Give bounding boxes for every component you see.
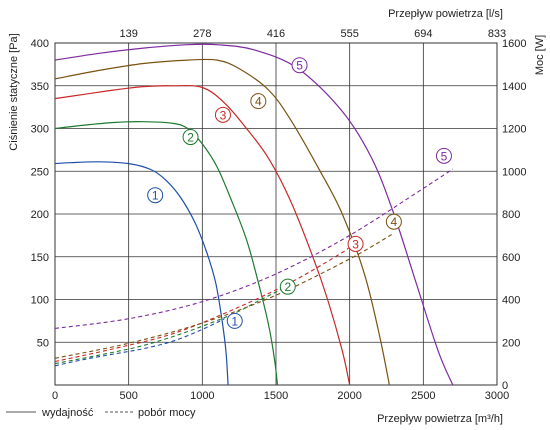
y2-tick-label: 0 [502, 380, 508, 392]
legend-dashed-label: pobór mocy [138, 407, 196, 419]
legend: wydajność pobór mocy [6, 407, 196, 419]
curve-label-text: 1 [152, 189, 159, 203]
y2-tick-label: 1200 [502, 124, 526, 136]
series-layer [54, 43, 454, 386]
x2-tick-label: 139 [119, 28, 137, 40]
legend-solid-label: wydajność [41, 407, 94, 419]
pressure-curve-2 [54, 121, 279, 386]
curve-label-text: 1 [231, 314, 238, 328]
curve-label-text: 4 [391, 215, 398, 229]
pressure-curve-label-2: 2 [182, 129, 199, 146]
y2-tick-label: 400 [502, 295, 520, 307]
curve-label-circle [435, 147, 452, 164]
curve-label-text: 3 [220, 108, 227, 122]
power-curve-4 [54, 232, 395, 359]
curve-label-text: 3 [352, 237, 359, 251]
curve-label-circle [385, 213, 402, 230]
curve-label-circle [291, 57, 308, 74]
curve-label-circle [250, 93, 267, 110]
curve-label-circle [182, 129, 199, 146]
curve-label-circle [147, 187, 164, 204]
y2-tick-label: 800 [502, 209, 520, 221]
pressure-curve-label-4: 4 [250, 93, 267, 110]
x-tick-label: 2000 [337, 390, 361, 402]
curve-label-circle [226, 312, 243, 329]
y-axis-title: Ciśnienie statyczne [Pa] [8, 33, 20, 150]
curve-label-circle [214, 106, 231, 123]
pressure-curve-4 [54, 58, 390, 386]
power-curve-label-1: 1 [226, 312, 243, 329]
pressure-curve-3 [54, 85, 351, 386]
power-curve-label-3: 3 [347, 235, 364, 252]
x2-axis-ticks: 139 278 416 555 694 833 [119, 28, 506, 40]
x-tick-label: 3000 [485, 390, 509, 402]
y-tick-label: 50 [37, 337, 49, 349]
power-curve-2 [54, 284, 291, 365]
x-tick-label: 0 [52, 390, 58, 402]
curve-labels: 1 1 2 2 3 3 4 4 5 5 [147, 57, 452, 329]
x2-tick-label: 833 [488, 28, 506, 40]
curve-label-text: 4 [255, 95, 262, 109]
y2-tick-label: 600 [502, 252, 520, 264]
y2-tick-label: 1000 [502, 166, 526, 178]
x-tick-label: 1000 [190, 390, 214, 402]
y-tick-label: 300 [31, 124, 49, 136]
y2-axis-ticks: 0 200 400 600 800 1000 1200 1400 1600 [502, 38, 526, 392]
y2-axis-title: Moc [W] [534, 35, 546, 75]
y2-tick-label: 1600 [502, 38, 526, 50]
power-curve-label-5: 5 [435, 147, 452, 164]
x2-tick-label: 694 [414, 28, 432, 40]
power-curve-3 [54, 245, 351, 363]
pressure-curve-label-3: 3 [214, 106, 231, 123]
power-curve-label-4: 4 [385, 213, 402, 230]
x2-tick-label: 555 [340, 28, 358, 40]
y2-tick-label: 200 [502, 337, 520, 349]
plot-frame [54, 42, 498, 386]
grid [55, 43, 497, 385]
y-tick-label: 400 [31, 38, 49, 50]
y2-tick-label: 1400 [502, 81, 526, 93]
pressure-curve-label-5: 5 [291, 57, 308, 74]
x-axis-title: Przepływ powietrza [m³/h] [377, 413, 503, 425]
x2-axis-title: Przepływ powietrza [l/s] [388, 8, 503, 20]
power-curve-1 [54, 318, 225, 367]
x2-tick-label: 278 [193, 28, 211, 40]
y-tick-label: 350 [31, 81, 49, 93]
curve-label-text: 2 [187, 131, 194, 145]
pressure-curve-label-1: 1 [147, 187, 164, 204]
curve-label-text: 2 [284, 280, 291, 294]
y-axis-ticks: 50 100 150 200 250 300 350 400 [31, 38, 49, 349]
x-tick-label: 2500 [411, 390, 435, 402]
x-tick-label: 1500 [264, 390, 288, 402]
x-tick-label: 500 [119, 390, 137, 402]
x-axis-ticks: 0 500 1000 1500 2000 2500 3000 [52, 390, 509, 402]
y-tick-label: 100 [31, 295, 49, 307]
x2-tick-label: 416 [267, 28, 285, 40]
curve-label-text: 5 [441, 149, 448, 163]
y-tick-label: 250 [31, 166, 49, 178]
power-curve-label-2: 2 [279, 278, 296, 295]
y-tick-label: 150 [31, 252, 49, 264]
curve-label-circle [347, 235, 364, 252]
curve-label-text: 5 [296, 59, 303, 73]
y-tick-label: 200 [31, 209, 49, 221]
curve-label-circle [279, 278, 296, 295]
